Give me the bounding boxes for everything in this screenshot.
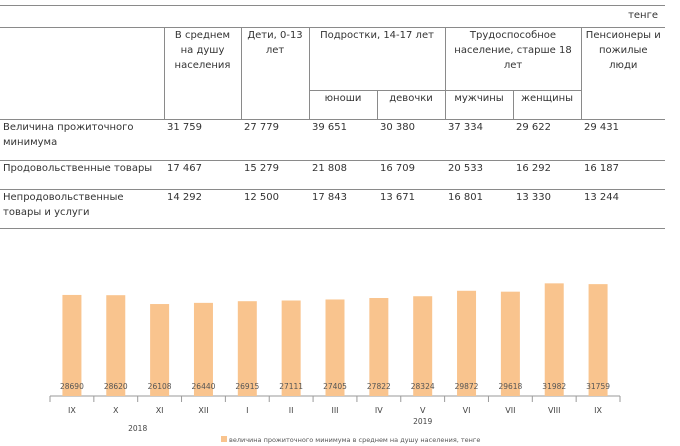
bar <box>62 294 82 396</box>
cell-value: 13 330 <box>513 189 582 229</box>
cell-value: 15 279 <box>241 160 309 190</box>
data-label: 27405 <box>323 382 347 391</box>
table-row-food: Продовольственные товары 17 467 15 279 2… <box>0 160 666 190</box>
row-label: Продовольственные товары <box>0 160 164 190</box>
top-rule <box>0 5 665 6</box>
tick-label: XII <box>198 406 208 415</box>
cell-value: 16 709 <box>377 160 445 190</box>
corner-header-cell <box>0 27 164 120</box>
data-label: 26440 <box>192 382 216 391</box>
data-label: 28324 <box>411 382 435 391</box>
data-label: 29618 <box>498 382 522 391</box>
cell-value: 12 500 <box>241 189 309 229</box>
header-pensioners: Пенсионеры и пожилые люди <box>580 27 666 120</box>
cell-value: 17 467 <box>164 160 241 190</box>
header-avg: В среднем на душу населения <box>163 27 241 120</box>
bar <box>457 290 477 396</box>
data-label: 28620 <box>104 382 128 391</box>
row-label: Непродовольственные товары и услуги <box>0 189 164 229</box>
data-label: 31982 <box>542 382 566 391</box>
header-working: Трудоспособное население, старше 18 лет <box>444 27 582 91</box>
legend-swatch <box>221 436 227 442</box>
unit-label: тенге <box>628 10 658 21</box>
row-label: Величина прожиточного минимума <box>0 119 164 161</box>
cell-value: 16 292 <box>513 160 582 190</box>
header-working-men: мужчины <box>444 90 513 120</box>
tick-label: VII <box>505 406 515 415</box>
header-teens-boys: юноши <box>308 90 377 120</box>
cell-value: 13 244 <box>581 189 666 229</box>
header-teens-girls: девочки <box>376 90 445 120</box>
bar <box>500 291 520 396</box>
table-row-subsistence: Величина прожиточного минимума 31 759 27… <box>0 119 666 161</box>
bar <box>325 299 345 396</box>
bar <box>193 302 213 396</box>
cell-value: 16 187 <box>581 160 666 190</box>
tick-label: IX <box>68 406 76 415</box>
bar <box>413 296 433 396</box>
data-label: 27111 <box>279 382 303 391</box>
tick-label: VIII <box>548 406 561 415</box>
data-label: 31759 <box>586 382 610 391</box>
data-label: 26108 <box>148 382 172 391</box>
bar <box>369 298 389 396</box>
cell-value: 17 843 <box>309 189 377 229</box>
data-label: 26915 <box>235 382 259 391</box>
year-label: 2018 <box>128 424 147 433</box>
header-working-women: женщины <box>512 90 582 120</box>
bar <box>588 284 608 396</box>
cell-value: 20 533 <box>445 160 513 190</box>
tick-label: V <box>420 406 426 415</box>
bar <box>106 295 126 396</box>
subsistence-bar-chart: 28690 IX 28620 X 26108 XI 26440 XII 26915 I 27111 I… <box>49 283 621 444</box>
cell-value: 21 808 <box>309 160 377 190</box>
cell-value: 31 759 <box>164 119 241 161</box>
legend-label: величина прожиточного минимума в среднем… <box>229 436 480 444</box>
cell-value: 14 292 <box>164 189 241 229</box>
bar <box>281 300 301 396</box>
year-label: 2019 <box>413 417 432 426</box>
cell-value: 29 622 <box>513 119 582 161</box>
tick-label: IV <box>375 406 383 415</box>
bar <box>237 301 257 396</box>
cell-value: 39 651 <box>309 119 377 161</box>
bar <box>150 304 170 396</box>
subsistence-minimum-table: В среднем на душу населения Дети, 0-13 л… <box>0 27 666 229</box>
cell-value: 37 334 <box>445 119 513 161</box>
cell-value: 16 801 <box>445 189 513 229</box>
cell-value: 13 671 <box>377 189 445 229</box>
cell-value: 29 431 <box>581 119 666 161</box>
tick-label: II <box>289 406 294 415</box>
data-label: 27822 <box>367 382 391 391</box>
tick-label: X <box>113 406 119 415</box>
tick-label: I <box>246 406 248 415</box>
bar <box>544 283 564 396</box>
data-label: 28690 <box>60 382 84 391</box>
table-row-nonfood: Непродовольственные товары и услуги 14 2… <box>0 189 666 229</box>
cell-value: 27 779 <box>241 119 309 161</box>
header-children: Дети, 0-13 лет <box>240 27 309 120</box>
tick-label: VI <box>463 406 471 415</box>
tick-label: IX <box>594 406 602 415</box>
cell-value: 30 380 <box>377 119 445 161</box>
header-teens: Подростки, 14-17 лет <box>308 27 445 91</box>
data-label: 29872 <box>455 382 479 391</box>
tick-label: XI <box>156 406 164 415</box>
tick-label: III <box>331 406 338 415</box>
